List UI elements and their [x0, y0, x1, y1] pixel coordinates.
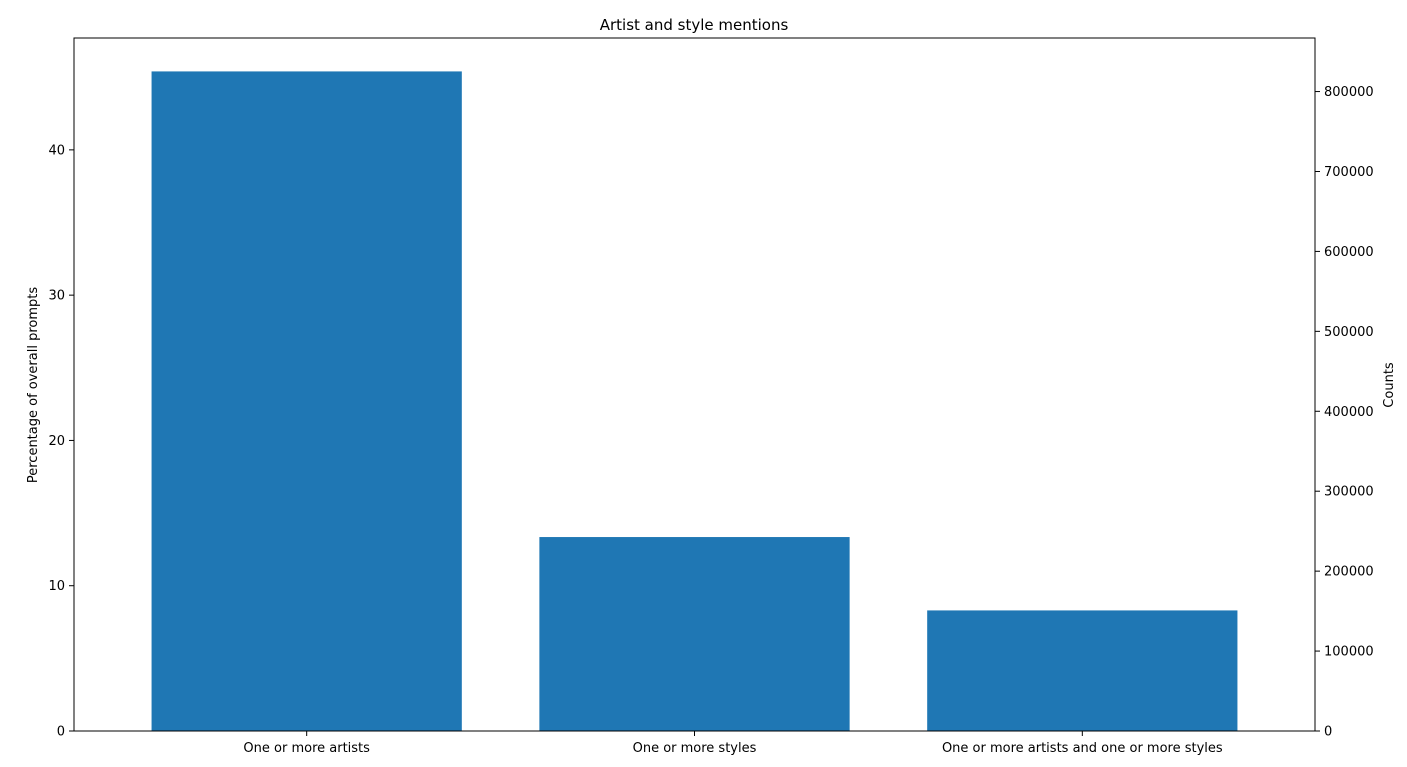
x-tick-label: One or more styles	[633, 741, 757, 756]
x-axis: One or more artists One or more styles One…	[243, 731, 1223, 756]
plot-frame	[73, 37, 1316, 732]
right-y-tick-label: 100000	[1324, 645, 1374, 660]
left-y-tick-label: 20	[48, 434, 65, 449]
bar	[151, 71, 462, 731]
bars-group	[151, 71, 1238, 731]
left-y-tick-label: 10	[48, 579, 65, 594]
left-y-axis-label: Percentage of overall prompts	[26, 287, 41, 484]
right-y-tick-label: 400000	[1324, 405, 1374, 420]
right-y-axis-label: Counts	[1382, 362, 1397, 408]
left-y-tick-label: 30	[48, 289, 65, 304]
x-tick-label: One or more artists	[243, 741, 370, 756]
right-y-tick-label: 0	[1324, 725, 1332, 740]
bar	[539, 537, 850, 731]
right-y-tick-label: 500000	[1324, 325, 1374, 340]
bar	[927, 610, 1238, 731]
left-y-axis: 0 10 20 30 40	[48, 143, 74, 740]
right-y-tick-label: 800000	[1324, 85, 1374, 100]
right-y-tick-label: 700000	[1324, 165, 1374, 180]
right-y-axis: 0 100000 200000 300000 400000 500000 600000 700…	[1315, 85, 1374, 740]
chart-title: Artist and style mentions	[600, 16, 789, 34]
right-y-tick-label: 300000	[1324, 485, 1374, 500]
x-tick-label: One or more artists and one or more styl…	[942, 741, 1223, 756]
left-y-tick-label: 0	[57, 725, 65, 740]
right-y-tick-label: 600000	[1324, 245, 1374, 260]
left-y-tick-label: 40	[48, 143, 65, 158]
right-y-tick-label: 200000	[1324, 565, 1374, 580]
